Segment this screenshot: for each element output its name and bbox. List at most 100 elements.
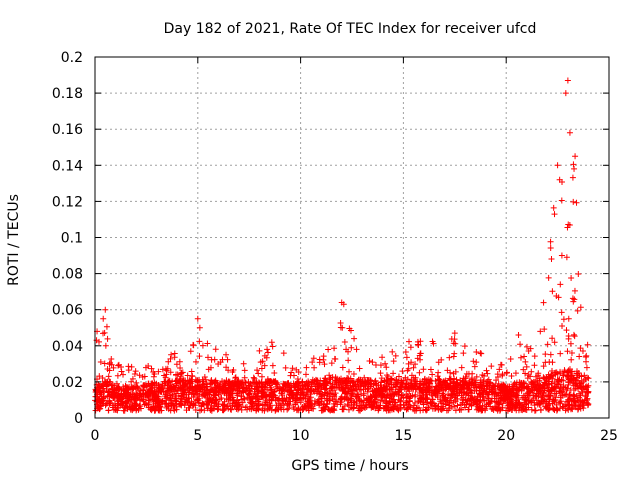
data-point [252, 393, 259, 400]
data-point [196, 392, 203, 399]
data-point [379, 354, 386, 361]
data-point [550, 204, 557, 211]
data-point [328, 360, 335, 367]
data-point [439, 384, 446, 391]
data-point [511, 393, 518, 400]
data-point [390, 384, 397, 391]
data-point [569, 174, 576, 181]
data-point [377, 370, 384, 377]
data-point [343, 394, 350, 401]
data-point [163, 395, 170, 402]
data-point [215, 391, 222, 398]
data-point [525, 347, 532, 354]
data-point [350, 371, 357, 378]
data-point [289, 365, 296, 372]
data-point [488, 397, 495, 404]
data-point [194, 315, 201, 322]
data-point [100, 330, 107, 337]
data-point [584, 389, 591, 396]
data-point [365, 381, 372, 388]
data-point [111, 392, 118, 399]
data-point [392, 352, 399, 359]
data-point [547, 244, 554, 251]
data-point [268, 406, 275, 413]
data-point [572, 397, 579, 404]
data-point [481, 385, 488, 392]
data-point [186, 399, 193, 406]
data-point [156, 403, 163, 410]
y-tick-label: 0.08 [52, 267, 83, 283]
data-point [166, 377, 173, 384]
data-point [558, 252, 565, 259]
data-point [345, 357, 352, 364]
data-point [478, 405, 485, 412]
data-point [136, 372, 143, 379]
data-point [542, 351, 549, 358]
data-point [423, 379, 430, 386]
data-point [172, 372, 179, 379]
data-point [465, 379, 472, 386]
data-point [411, 382, 418, 389]
data-point [493, 377, 500, 384]
data-point [500, 382, 507, 389]
data-point [367, 393, 374, 400]
data-point [487, 403, 494, 410]
data-point [138, 393, 145, 400]
data-point [274, 381, 281, 388]
data-point [445, 402, 452, 409]
x-axis-label: GPS time / hours [291, 458, 408, 474]
data-point [568, 405, 575, 412]
data-point [255, 370, 262, 377]
data-point [203, 392, 210, 399]
data-point [387, 385, 394, 392]
data-point [446, 375, 453, 382]
data-point [470, 358, 477, 365]
data-point [437, 396, 444, 403]
data-point [319, 381, 326, 388]
data-point [570, 331, 577, 338]
data-point [480, 378, 487, 385]
data-point [112, 402, 119, 409]
data-point [222, 384, 229, 391]
data-point [182, 380, 189, 387]
data-point [322, 385, 329, 392]
data-point [575, 270, 582, 277]
data-point [447, 395, 454, 402]
data-point [305, 378, 312, 385]
data-point [271, 370, 278, 377]
data-point [505, 388, 512, 395]
data-point [208, 380, 215, 387]
data-point [517, 382, 524, 389]
data-point [318, 384, 325, 391]
data-point [414, 404, 421, 411]
data-point [290, 404, 297, 411]
data-point [247, 397, 254, 404]
data-point [558, 398, 565, 405]
data-point [559, 404, 566, 411]
data-point [124, 395, 131, 402]
data-point [204, 383, 211, 390]
data-point [398, 379, 405, 386]
data-point [454, 379, 461, 386]
data-point [441, 379, 448, 386]
data-point [404, 376, 411, 383]
data-point [340, 301, 347, 308]
data-point [469, 379, 476, 386]
data-point [484, 383, 491, 390]
data-point [429, 392, 436, 399]
data-point [429, 387, 436, 394]
data-point [258, 365, 265, 372]
data-point [427, 399, 434, 406]
data-point [190, 341, 197, 348]
data-point [574, 370, 581, 377]
data-point [397, 397, 404, 404]
data-point [232, 374, 239, 381]
data-point [332, 390, 339, 397]
data-point [369, 359, 376, 366]
data-point [551, 397, 558, 404]
data-point [167, 407, 174, 414]
data-point [105, 407, 112, 414]
data-point [548, 372, 555, 379]
data-point [304, 388, 311, 395]
data-point [517, 341, 524, 348]
